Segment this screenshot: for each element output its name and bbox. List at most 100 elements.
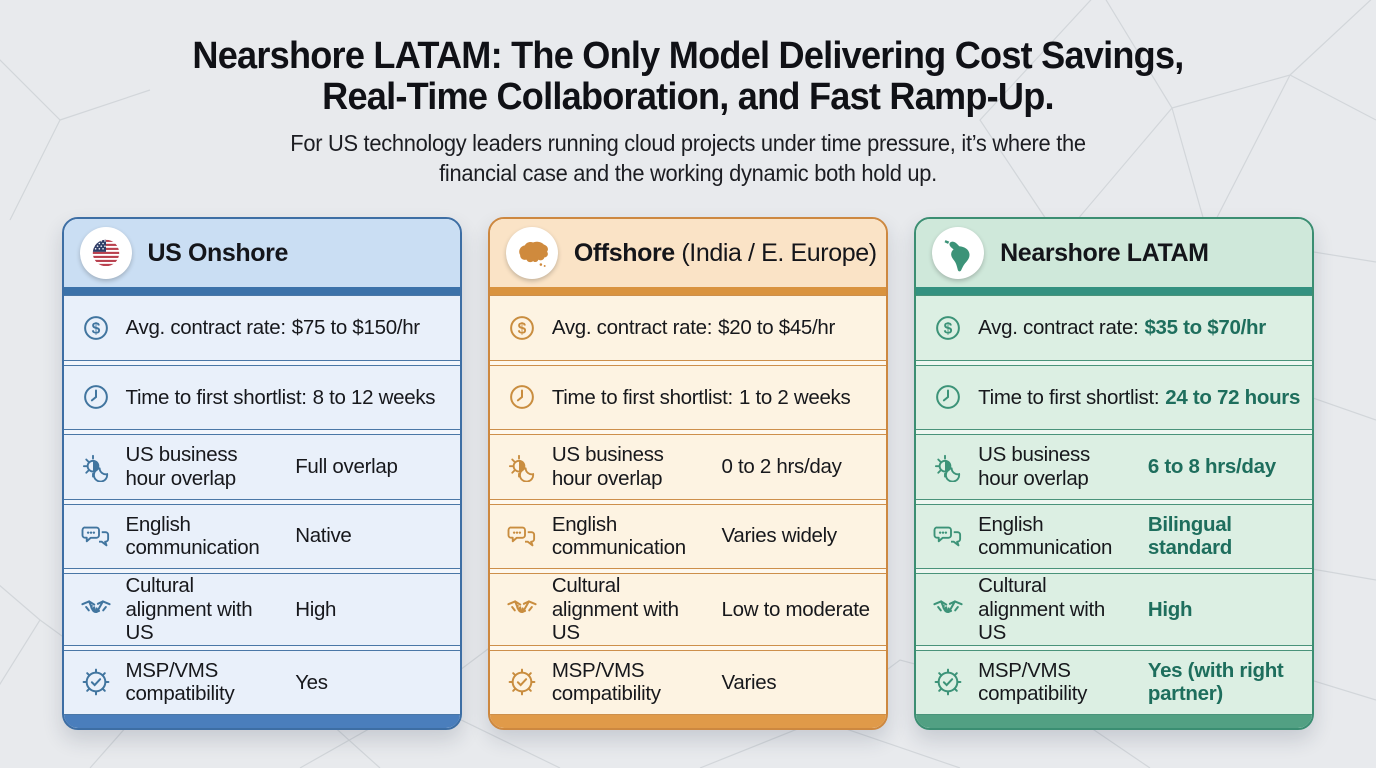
card-offshore-header: Offshore (India / E. Europe) xyxy=(489,219,887,288)
row-value: Yes (with right partner) xyxy=(1147,658,1284,706)
card-rows: $ Avg. contract rate: $35 to $70/hr Time … xyxy=(916,295,1313,716)
row-cultural: Cultural alignment with US High xyxy=(916,572,1313,646)
row-text: Time to first shortlist: 1 to 2 weeks xyxy=(552,386,851,410)
svg-text:$: $ xyxy=(517,320,526,337)
accent-bar xyxy=(63,287,460,296)
clock-icon xyxy=(76,382,116,412)
row-value: 24 to 72 hours xyxy=(1165,385,1301,409)
latam-map-icon xyxy=(932,227,985,280)
row-label: Cultural alignment with US xyxy=(551,573,679,645)
us-flag-icon xyxy=(79,227,132,280)
row-value: 6 to 8 hrs/day xyxy=(1147,454,1276,478)
dollar-icon: $ xyxy=(928,313,968,343)
comparison-cards: US Onshore $ Avg. contract rate: $75 to $… xyxy=(61,217,1315,731)
chat-bubbles-icon xyxy=(76,521,116,551)
row-label: MSP/VMS compatibility xyxy=(978,658,1088,706)
row-text: Avg. contract rate: $75 to $150/hr xyxy=(126,316,421,340)
row-shortlist-time: Time to first shortlist: 1 to 2 weeks xyxy=(489,364,887,431)
card-title: Offshore (India / E. Europe) xyxy=(574,239,877,268)
svg-text:$: $ xyxy=(944,320,953,337)
row-business-hours: US business hour overlap 0 to 2 hrs/day xyxy=(489,434,887,500)
row-label: Cultural alignment with US xyxy=(978,573,1105,645)
chat-bubbles-icon xyxy=(502,521,542,551)
row-text: Time to first shortlist: 24 to 72 hours xyxy=(978,386,1300,410)
page-title-line1: Nearshore LATAM: The Only Model Deliveri… xyxy=(192,35,1184,77)
handshake-icon xyxy=(928,593,968,625)
gear-check-icon xyxy=(928,666,968,698)
card-title-main: Offshore xyxy=(573,238,675,267)
card-nearshore-header: Nearshore LATAM xyxy=(916,219,1313,288)
row-value: Bilingual standard xyxy=(1147,512,1233,560)
row-label: US business hour overlap xyxy=(125,443,238,490)
gear-check-icon xyxy=(76,666,116,698)
clock-icon xyxy=(928,382,968,412)
clock-icon xyxy=(502,382,542,412)
row-contract-rate: $ Avg. contract rate: $20 to $45/hr xyxy=(489,295,887,361)
row-label: Cultural alignment with US xyxy=(125,573,253,645)
business-hours-icon xyxy=(928,452,968,482)
row-label: MSP/VMS compatibility xyxy=(125,658,235,706)
row-text: Time to first shortlist: 8 to 12 weeks xyxy=(126,386,436,410)
page-subtitle-line1: For US technology leaders running cloud … xyxy=(290,130,1086,157)
row-label: Avg. contract rate: xyxy=(551,316,713,340)
row-text: Avg. contract rate: $35 to $70/hr xyxy=(978,316,1266,340)
row-label: Avg. contract rate: xyxy=(978,316,1139,340)
row-english: English communication Bilingual standard xyxy=(916,503,1313,569)
card-offshore: Offshore (India / E. Europe) $ Avg. cont… xyxy=(487,217,889,731)
row-shortlist-time: Time to first shortlist: 8 to 12 weeks xyxy=(63,364,460,431)
card-base-bar xyxy=(489,715,887,729)
row-value: 1 to 2 weeks xyxy=(738,385,851,409)
row-english: English communication Native xyxy=(63,503,460,569)
page-title-line2: Real-Time Collaboration, and Fast Ramp-U… xyxy=(322,75,1054,118)
card-title: Nearshore LATAM xyxy=(1000,239,1209,268)
asia-map-icon xyxy=(505,227,558,280)
card-us-onshore: US Onshore $ Avg. contract rate: $75 to $… xyxy=(61,217,462,731)
row-msp-vms: MSP/VMS compatibility Varies xyxy=(489,649,887,716)
row-msp-vms: MSP/VMS compatibility Yes xyxy=(63,649,460,716)
accent-bar xyxy=(916,287,1313,296)
handshake-icon xyxy=(76,593,116,625)
row-business-hours: US business hour overlap Full overlap xyxy=(63,434,460,500)
row-value: High xyxy=(295,597,337,621)
handshake-icon xyxy=(502,593,542,625)
row-contract-rate: $ Avg. contract rate: $75 to $150/hr xyxy=(63,295,460,361)
card-title-main: US Onshore xyxy=(147,238,289,267)
row-cultural: Cultural alignment with US Low to modera… xyxy=(489,572,887,646)
row-value: $20 to $45/hr xyxy=(718,316,836,340)
row-contract-rate: $ Avg. contract rate: $35 to $70/hr xyxy=(916,295,1313,361)
card-rows: $ Avg. contract rate: $20 to $45/hr Time … xyxy=(489,295,887,716)
row-shortlist-time: Time to first shortlist: 24 to 72 hours xyxy=(916,364,1313,431)
dollar-icon: $ xyxy=(502,313,542,343)
accent-bar xyxy=(489,287,887,296)
row-label: Time to first shortlist: xyxy=(978,385,1160,409)
page-title: Nearshore LATAM: The Only Model Deliveri… xyxy=(34,36,1341,117)
dollar-icon: $ xyxy=(76,313,116,343)
card-title-suffix: (India / E. Europe) xyxy=(681,238,877,267)
row-value: $35 to $70/hr xyxy=(1144,316,1266,340)
row-value: Low to moderate xyxy=(721,597,871,621)
row-label: US business hour overlap xyxy=(551,443,664,490)
card-us-onshore-header: US Onshore xyxy=(63,219,460,288)
row-value: 0 to 2 hrs/day xyxy=(721,454,842,478)
chat-bubbles-icon xyxy=(928,521,968,551)
card-base-bar xyxy=(63,715,460,729)
row-value: Varies xyxy=(721,670,777,694)
page-subtitle: For US technology leaders running cloud … xyxy=(34,129,1341,189)
row-label: US business hour overlap xyxy=(978,443,1090,490)
row-label: Time to first shortlist: xyxy=(125,385,307,409)
svg-text:$: $ xyxy=(91,320,100,337)
gear-check-icon xyxy=(502,666,542,698)
card-base-bar xyxy=(916,715,1313,729)
business-hours-icon xyxy=(502,452,542,482)
row-label: MSP/VMS compatibility xyxy=(551,658,661,706)
row-label: English communication xyxy=(551,512,686,560)
row-value: High xyxy=(1147,597,1193,621)
card-title: US Onshore xyxy=(147,238,289,268)
row-value: 8 to 12 weeks xyxy=(312,385,436,409)
row-value: Native xyxy=(295,524,352,548)
row-value: $75 to $150/hr xyxy=(291,316,420,340)
page-header: Nearshore LATAM: The Only Model Deliveri… xyxy=(0,0,1376,189)
row-value: Yes xyxy=(295,670,328,694)
card-nearshore-latam: Nearshore LATAM $ Avg. contract rate: $35… xyxy=(914,217,1315,731)
row-label: Time to first shortlist: xyxy=(551,385,733,409)
